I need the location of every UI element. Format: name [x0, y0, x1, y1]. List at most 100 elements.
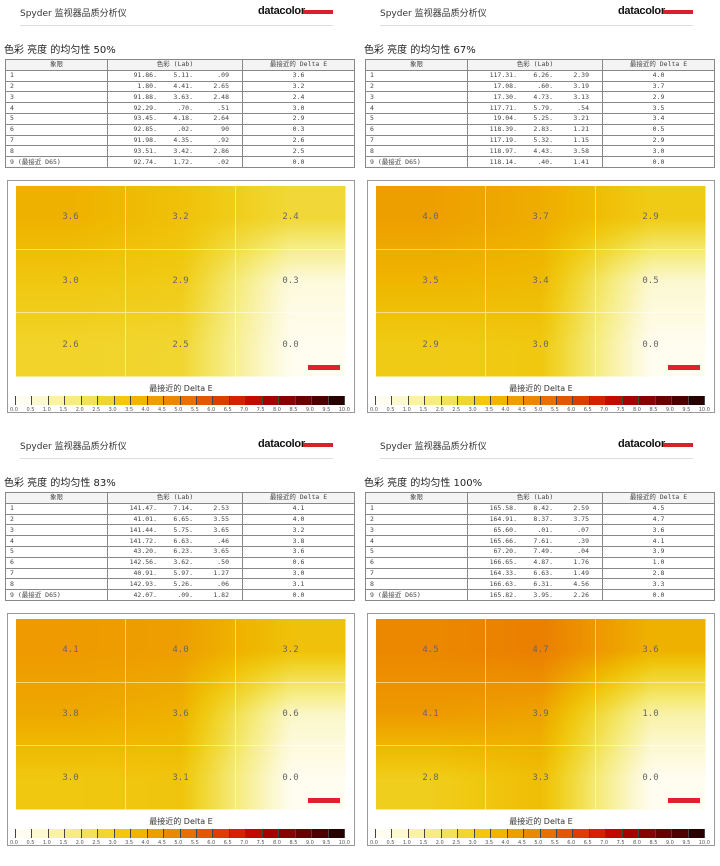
lab-value: .06 [217, 579, 229, 588]
quadrant-cell: 5 [365, 112, 468, 125]
delta-e-cell: 2.9 [602, 134, 715, 147]
quadrant-cell: 7 [365, 134, 468, 147]
scale-swatch [392, 829, 409, 838]
scale-swatch [131, 829, 148, 838]
lab-value: 2.64 [213, 114, 229, 123]
app-title: Spyder 监视器品质分析仪 [380, 9, 487, 19]
lab-value: 2.39 [573, 71, 589, 80]
lab-value: 2.59 [573, 504, 589, 513]
scale-swatch [229, 829, 247, 838]
scale-swatch [81, 396, 99, 405]
scale-swatch [376, 829, 393, 838]
lab-value: .09. [177, 590, 193, 599]
scale-swatch [16, 829, 33, 838]
lab-value: 1.21 [573, 125, 589, 134]
lab-value: 166.63. [489, 579, 517, 588]
delta-e-cell: 3.6 [242, 545, 355, 558]
heatmap-cell-value: 1.0 [596, 682, 706, 747]
lab-cell: 93.51. 3.42. 2.86 [107, 145, 243, 158]
scale-tick-label: 5.0 [174, 407, 183, 413]
table-row: 6 166.65. 4.87. 1.76 1.0 [365, 556, 715, 569]
lab-cell: 117.71. 5.79. .54 [467, 102, 603, 114]
lab-cell: 166.63. 6.31. 4.56 [467, 578, 603, 591]
lab-cell: 142.56. 3.62. .50 [107, 556, 243, 569]
scale-ticks: 0.0 0.5 1.0 1.5 2.0 2.5 3.0 3.5 4.0 4.5 5.0 5.5 6.0 6… [10, 407, 350, 413]
lab-cell: 164.33. 6.63. 1.49 [467, 567, 603, 580]
delta-e-cell: 0.0 [602, 589, 715, 601]
lab-cell: 41.01. 6.65. 3.55 [107, 513, 243, 526]
scale-swatch [279, 396, 296, 405]
scale-tick-label: 8.5 [649, 407, 658, 413]
scale-tick-label: 3.5 [125, 407, 134, 413]
lab-value: 1.72. [173, 157, 193, 166]
lab-cell: 1.80. 4.41. 2.65 [107, 80, 243, 93]
scale-tick-label: 4.0 [501, 840, 510, 846]
lab-value: 6.63. [173, 536, 193, 545]
column-header: 最接近的 Delta E [602, 59, 715, 71]
lab-value: 91.98. [133, 135, 157, 144]
scale-swatch [98, 396, 115, 405]
lab-value: 93.45. [133, 114, 157, 123]
lab-value: 92.29. [133, 103, 157, 112]
scale-swatch [622, 829, 640, 838]
lab-value: 117.71. [489, 103, 517, 112]
lab-value: 118.14. [489, 157, 517, 166]
delta-e-cell: 4.5 [602, 502, 715, 515]
heatmap-cell-value: 0.6 [236, 682, 346, 747]
lab-value: 3.95. [533, 590, 553, 599]
scale-swatch [65, 396, 82, 405]
heatmap-cell-value: 0.0 [236, 746, 346, 810]
scale-swatch [688, 396, 706, 405]
table-row: 7 117.19. 5.32. 1.15 2.9 [365, 134, 715, 147]
delta-e-cell: 2.6 [242, 134, 355, 147]
quadrant-cell: 7 [5, 134, 108, 147]
scale-tick-label: 5.5 [190, 407, 199, 413]
scale-tick-label: 2.5 [452, 407, 461, 413]
lab-value: 5.26. [173, 579, 193, 588]
lab-value: 6.63. [533, 568, 553, 577]
table-row: 9 (最接近 D65) 92.74. 1.72. .02 0.0 [5, 156, 355, 168]
lab-cell: 117.31. 6.26. 2.39 [467, 69, 603, 82]
lab-cell: 67.20. 7.49. .04 [467, 545, 603, 558]
heatmap-cell-value: 3.6 [596, 619, 706, 683]
scale-swatch [540, 396, 557, 405]
lab-value: .92 [217, 135, 229, 144]
scale-swatch [606, 396, 623, 405]
lab-value: 2.48 [213, 92, 229, 101]
scale-swatch [213, 396, 230, 405]
quadrant-cell: 1 [5, 69, 108, 82]
lab-value: 1.49 [573, 568, 589, 577]
lab-value: 4.73. [533, 92, 553, 101]
column-header: 色彩 (Lab) [107, 492, 243, 504]
lab-value: 6.65. [173, 514, 193, 523]
column-header: 象限 [365, 59, 468, 71]
scale-tick-label: 1.5 [59, 840, 68, 846]
heatmap-canvas [376, 619, 706, 810]
scale-tick-label: 3.0 [468, 407, 477, 413]
heatmap-cell-value: 3.9 [486, 682, 596, 747]
lab-value: 4.41. [173, 81, 193, 90]
scale-swatch [147, 829, 165, 838]
scale-tick-label: 2.0 [75, 407, 84, 413]
lab-cell: 165.66. 7.61. .39 [467, 535, 603, 547]
lab-value: 5.11. [173, 71, 193, 80]
column-header: 最接近的 Delta E [242, 59, 355, 71]
scale-swatch [312, 396, 329, 405]
heatmap-cell-value: 2.9 [376, 313, 486, 377]
scale-tick-label: 10.0 [338, 407, 350, 413]
scale-tick-label: 8.0 [273, 407, 281, 413]
scale-tick-label: 9.5 [322, 840, 331, 846]
uniformity-table: 象限 色彩 (Lab) 最接近的 Delta E 1 91.86. 5.11. .09 3.6… [5, 59, 355, 168]
scale-swatch [213, 829, 230, 838]
lab-value: .46 [217, 536, 229, 545]
scale-swatch [639, 396, 656, 405]
scale-swatch [196, 396, 214, 405]
lab-value: .02 [217, 157, 229, 166]
quadrant-cell: 8 [5, 578, 108, 591]
quadrant-cell: 1 [5, 502, 108, 515]
scale-tick-label: 5.5 [550, 407, 559, 413]
lab-cell: 142.93. 5.26. .06 [107, 578, 243, 591]
lab-cell: 165.58. 8.42. 2.59 [467, 502, 603, 515]
lab-value: 17.30. [493, 92, 517, 101]
